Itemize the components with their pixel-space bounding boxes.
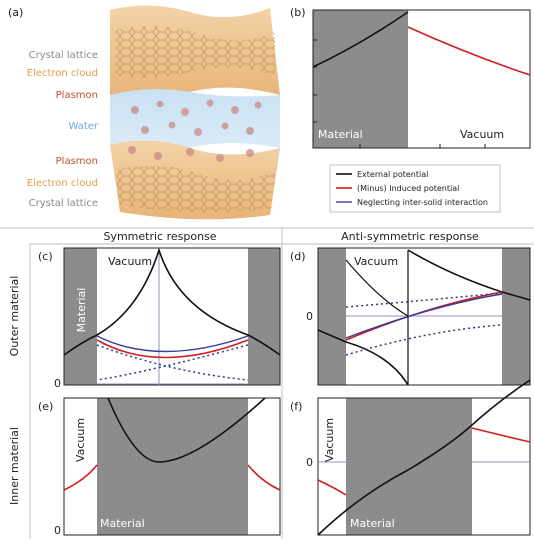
panel-label: (b): [290, 6, 306, 19]
illustration: [110, 5, 280, 220]
layer-label: Crystal lattice: [29, 198, 98, 209]
layer-label: Water: [68, 121, 98, 132]
zero-label: 0: [54, 524, 61, 537]
curve: [312, 11, 409, 68]
row-header: Inner material: [8, 427, 21, 505]
plot-frame: [312, 9, 531, 149]
layer-label: Electron cloud: [27, 68, 98, 79]
divider: [0, 227, 534, 539]
layer-label: Plasmon: [56, 90, 98, 101]
region-label: Vacuum: [108, 255, 152, 268]
region-label: Vacuum: [74, 418, 87, 462]
panel-label: (e): [38, 400, 53, 413]
plot-frame: [63, 397, 281, 536]
legend-entry: Neglecting inter-solid interaction: [357, 198, 488, 207]
plot-frame: [63, 247, 281, 386]
zero-label: 0: [306, 310, 313, 323]
legend-entry: (Minus) Induced potential: [357, 184, 459, 193]
region-label: Material: [75, 288, 88, 333]
layer-label: Crystal lattice: [29, 50, 98, 61]
plot-frame: [317, 247, 531, 386]
column-header: Anti-symmetric response: [341, 230, 479, 243]
region-label: Material: [318, 128, 363, 141]
zero-label: 0: [306, 456, 313, 469]
panel-label: (a): [8, 6, 23, 19]
column-header: Symmetric response: [103, 230, 216, 243]
legend: [329, 164, 501, 213]
region-label: Vacuum: [354, 255, 398, 268]
curve: [407, 26, 531, 76]
layer-label: Electron cloud: [27, 178, 98, 189]
region-label: Vacuum: [323, 418, 336, 462]
region-label: Material: [350, 517, 395, 530]
panel-label: (c): [38, 250, 53, 263]
panel-label: (d): [290, 250, 306, 263]
panel-label: (f): [290, 400, 302, 413]
zero-label: 0: [54, 377, 61, 390]
layer-label: Plasmon: [56, 156, 98, 167]
region-label: Vacuum: [460, 128, 504, 141]
material-region: [313, 10, 408, 148]
legend-entry: External potential: [357, 170, 428, 179]
row-header: Outer material: [8, 276, 21, 357]
plot-frame: [317, 397, 531, 536]
region-label: Material: [100, 517, 145, 530]
ticks: [313, 39, 486, 148]
